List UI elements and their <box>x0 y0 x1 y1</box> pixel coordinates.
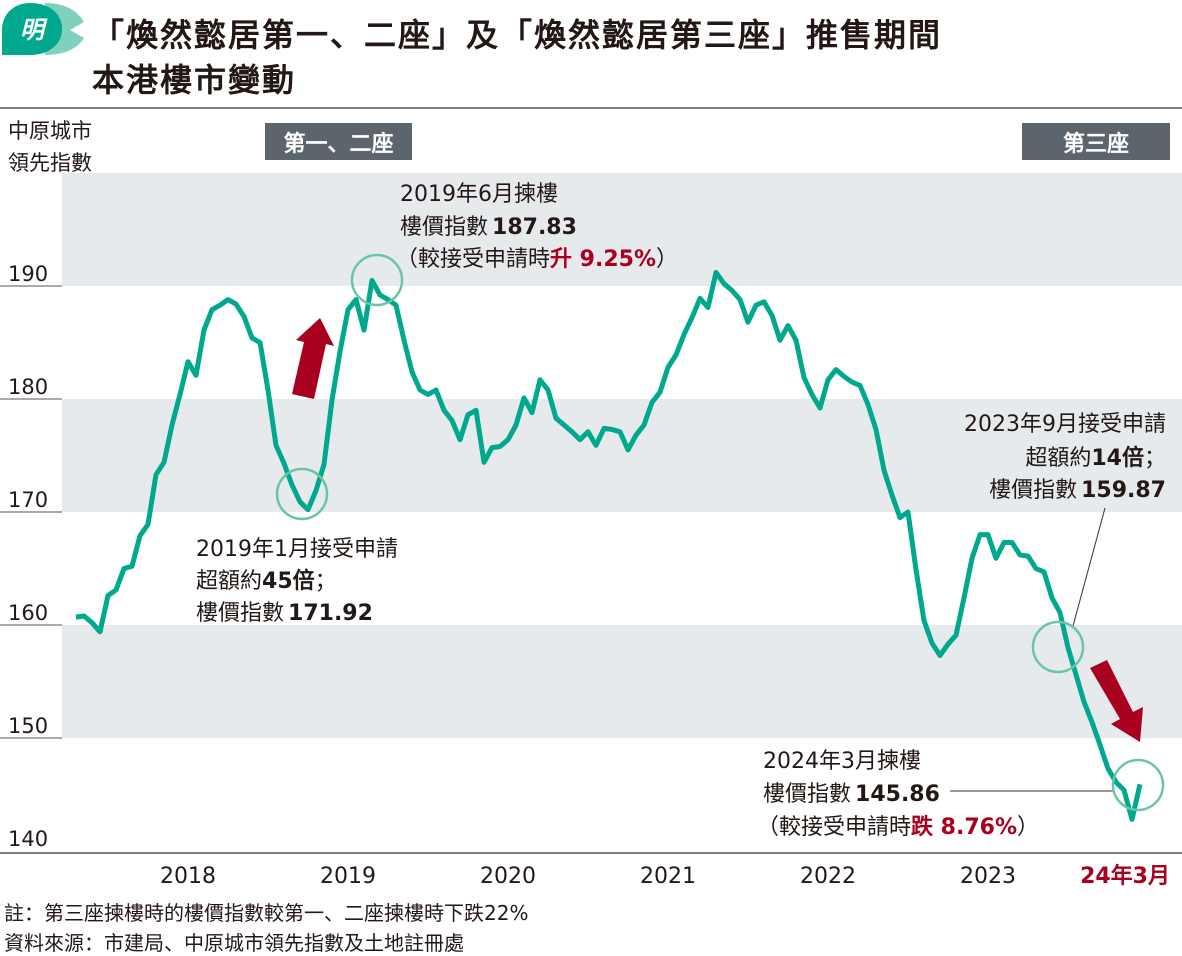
annotation-value: 171.92 <box>288 601 373 626</box>
annotation-text: 超額約 <box>196 569 262 594</box>
highlight-circle-jan2019 <box>275 467 329 521</box>
annotation-text: 2019年6月揀樓 <box>400 182 558 207</box>
y-tick-label: 150 <box>8 714 48 738</box>
x-tick-label: 2023 <box>960 864 1016 889</box>
annotation-jan2019: 2019年1月接受申請 超額約45倍； 樓價指數 171.92 <box>196 537 398 626</box>
annotation-text: （較接受申請時 <box>757 815 911 840</box>
x-tick-end-label: 24年3月 <box>1080 863 1170 889</box>
annotation-text: 2019年1月接受申請 <box>196 537 398 562</box>
annotation-text: 2023年9月接受申請 <box>964 412 1166 437</box>
chart-title-line1: 「煥然懿居第一、二座」及「煥然懿居第三座」推售期間 <box>92 16 943 54</box>
annotation-change: 升 9.25% <box>550 247 656 272</box>
y-tick-label: 140 <box>8 827 48 851</box>
x-tick-label: 2021 <box>640 864 696 889</box>
svg-text:超額約14倍；: 超額約14倍； <box>1025 445 1166 471</box>
svg-text:（較接受申請時跌 8.76%）: （較接受申請時跌 8.76%） <box>757 815 1039 840</box>
annotation-text: 超額約 <box>1025 446 1091 471</box>
svg-text:（較接受申請時升 9.25%）: （較接受申請時升 9.25%） <box>396 247 678 272</box>
y-axis-title-line1: 中原城市 <box>8 119 92 143</box>
x-tick-label: 2020 <box>480 864 536 889</box>
annotation-text: （較接受申請時 <box>396 247 550 272</box>
annotation-text: ； <box>1144 446 1166 471</box>
footnote: 註：第三座揀樓時的樓價指數較第一、二座揀樓時下跌22% <box>4 901 529 925</box>
y-tick-label: 180 <box>8 375 48 399</box>
up-arrow-icon <box>292 318 334 399</box>
annotation-text: 樓價指數 <box>989 478 1077 503</box>
annotation-sep2023: 2023年9月接受申請 超額約14倍； 樓價指數 159.87 <box>964 412 1166 503</box>
y-axis-title-line2: 領先指數 <box>8 151 92 175</box>
annotation-mar2024: 2024年3月揀樓 樓價指數 145.86 （較接受申請時跌 8.76%） <box>757 749 1039 840</box>
svg-text:超額約45倍；: 超額約45倍； <box>196 568 337 594</box>
highlight-circle-jun2019 <box>350 253 404 307</box>
x-tick-label: 2019 <box>320 864 376 889</box>
annotation-text: ） <box>1017 815 1039 840</box>
annotation-value: 187.83 <box>492 215 577 240</box>
logo-text: 明 <box>20 16 48 44</box>
grid-band <box>62 625 1182 738</box>
annotation-text: 樓價指數 <box>400 215 488 240</box>
annotation-text: ） <box>656 247 678 272</box>
down-arrow-icon <box>1090 660 1143 742</box>
grid-band <box>62 173 1182 286</box>
annotation-change: 跌 8.76% <box>911 815 1017 840</box>
tag-blocks-1-2: 第一、二座 <box>265 123 412 160</box>
y-tick-label: 170 <box>8 488 48 512</box>
tag-block-3: 第三座 <box>1022 123 1170 160</box>
annotation-text: 2024年3月揀樓 <box>763 749 921 774</box>
brand-logo: 明 <box>2 3 84 55</box>
annotation-value: 14倍 <box>1091 445 1144 471</box>
annotation-text: ； <box>315 569 337 594</box>
y-tick-label: 160 <box>8 601 48 625</box>
annotation-value: 159.87 <box>1081 478 1166 503</box>
grid-band <box>62 399 1182 512</box>
annotation-jun2019: 2019年6月揀樓 樓價指數 187.83 （較接受申請時升 9.25%） <box>396 182 678 272</box>
annotation-value: 45倍 <box>262 568 315 594</box>
annotation-value: 145.86 <box>855 782 940 807</box>
annotation-text: 樓價指數 <box>196 601 284 626</box>
highlight-circle-mar2024 <box>1111 758 1165 812</box>
y-tick-label: 190 <box>8 262 48 286</box>
highlight-circle-sep2023 <box>1031 620 1085 674</box>
chart-title-line2: 本港樓市變動 <box>92 61 297 99</box>
annotation-text: 樓價指數 <box>763 782 851 807</box>
series-line-centaline-index <box>75 269 1143 822</box>
x-tick-label: 2022 <box>800 864 856 889</box>
source-note: 資料來源：市建局、中原城市領先指數及土地註冊處 <box>4 931 464 955</box>
x-tick-label: 2018 <box>160 864 216 889</box>
leader-line-sep2023 <box>1072 507 1106 627</box>
